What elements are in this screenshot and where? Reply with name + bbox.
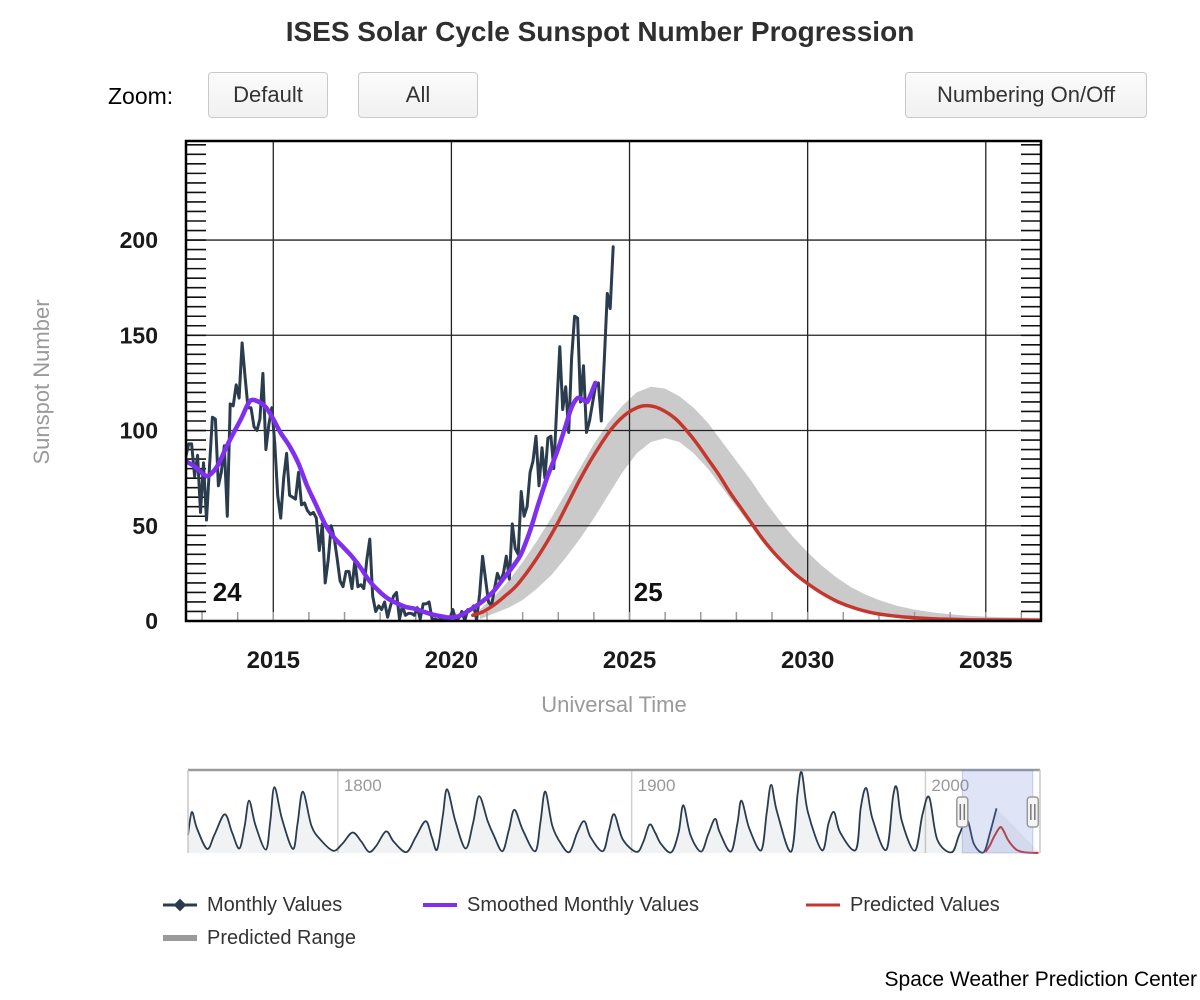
monthly-values-line [186,245,615,621]
zoom-default-button[interactable]: Default [208,72,328,118]
numbering-toggle-button[interactable]: Numbering On/Off [905,72,1147,118]
x-axis-title: Universal Time [541,692,687,717]
zoom-label: Zoom: [108,83,174,109]
credit-text: Space Weather Prediction Center [884,968,1197,991]
main-plot: 24 25 0 50 100 150 200 2015 2020 2025 2030 2035 [120,139,1043,674]
y-tick-label-50: 50 [132,513,158,539]
y-tick-label-0: 0 [145,608,158,634]
nav-area-fill [188,771,1040,853]
x-tick-label-2015: 2015 [247,647,300,674]
legend-item-smoothed-monthly-values[interactable]: Smoothed Monthly Values [423,893,699,917]
predicted-values-line [471,403,1041,621]
legend-item-predicted-values[interactable]: Predicted Values [806,893,1000,917]
monthly-values-line-diamond-icon [163,897,197,913]
chart-title: ISES Solar Cycle Sunspot Number Progress… [285,16,915,47]
gridlines [186,141,1041,621]
predicted-values-line-icon [806,897,840,913]
plot-frame [184,139,1043,623]
cycle-label-24: 24 [213,577,242,607]
nav-monthly-line [187,770,998,854]
y-axis-title: Sunspot Number [29,299,54,465]
predicted-range-swatch-icon [163,935,197,941]
legend-item-predicted-range[interactable]: Predicted Range [163,926,356,950]
nav-selection-window[interactable] [961,769,1034,854]
cycle-label-25: 25 [634,577,663,607]
x-tick-label-2035: 2035 [959,647,1012,674]
y-tick-label-150: 150 [120,322,158,348]
legend-label: Smoothed Monthly Values [467,893,699,916]
x-tick-label-2030: 2030 [781,647,834,674]
x-tick-label-2025: 2025 [603,647,656,674]
y-tick-label-200: 200 [120,227,158,253]
navigator-handle-right[interactable] [1026,796,1040,828]
legend-label: Monthly Values [207,893,343,916]
zoom-all-button[interactable]: All [358,72,478,118]
smoothed-monthly-values-line [186,380,598,620]
x-tick-label-2020: 2020 [425,647,478,674]
legend-label: Predicted Values [850,893,1000,916]
legend-item-monthly-values[interactable]: Monthly Values [163,893,342,917]
nav-tick-label-1800: 1800 [344,776,382,795]
navigator-handle-left[interactable] [956,796,969,828]
plot-area[interactable] [186,141,1041,621]
y-tick-label-100: 100 [120,418,158,444]
nav-tick-label-1900: 1900 [638,776,676,795]
y-minor-tick-rulers [187,144,1040,613]
predicted-range-band [479,386,1040,621]
smoothed-values-line-icon [423,897,457,913]
legend-label: Predicted Range [207,926,356,949]
navigator: 1800 1900 2000 [187,768,1041,854]
nav-tick-label-2000: 2000 [931,776,969,795]
nav-predicted-line [984,826,1039,854]
